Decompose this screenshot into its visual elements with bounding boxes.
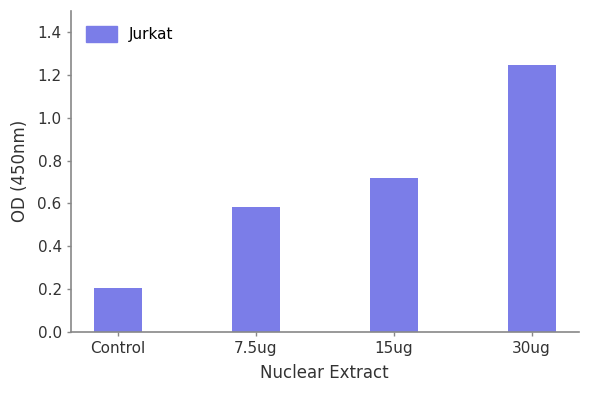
Legend: Jurkat: Jurkat [78,19,181,50]
Bar [369,178,418,332]
Bar [507,64,556,332]
Bar [232,207,280,332]
X-axis label: Nuclear Extract: Nuclear Extract [261,364,389,382]
Y-axis label: OD (450nm): OD (450nm) [11,120,29,222]
Bar [94,288,142,332]
